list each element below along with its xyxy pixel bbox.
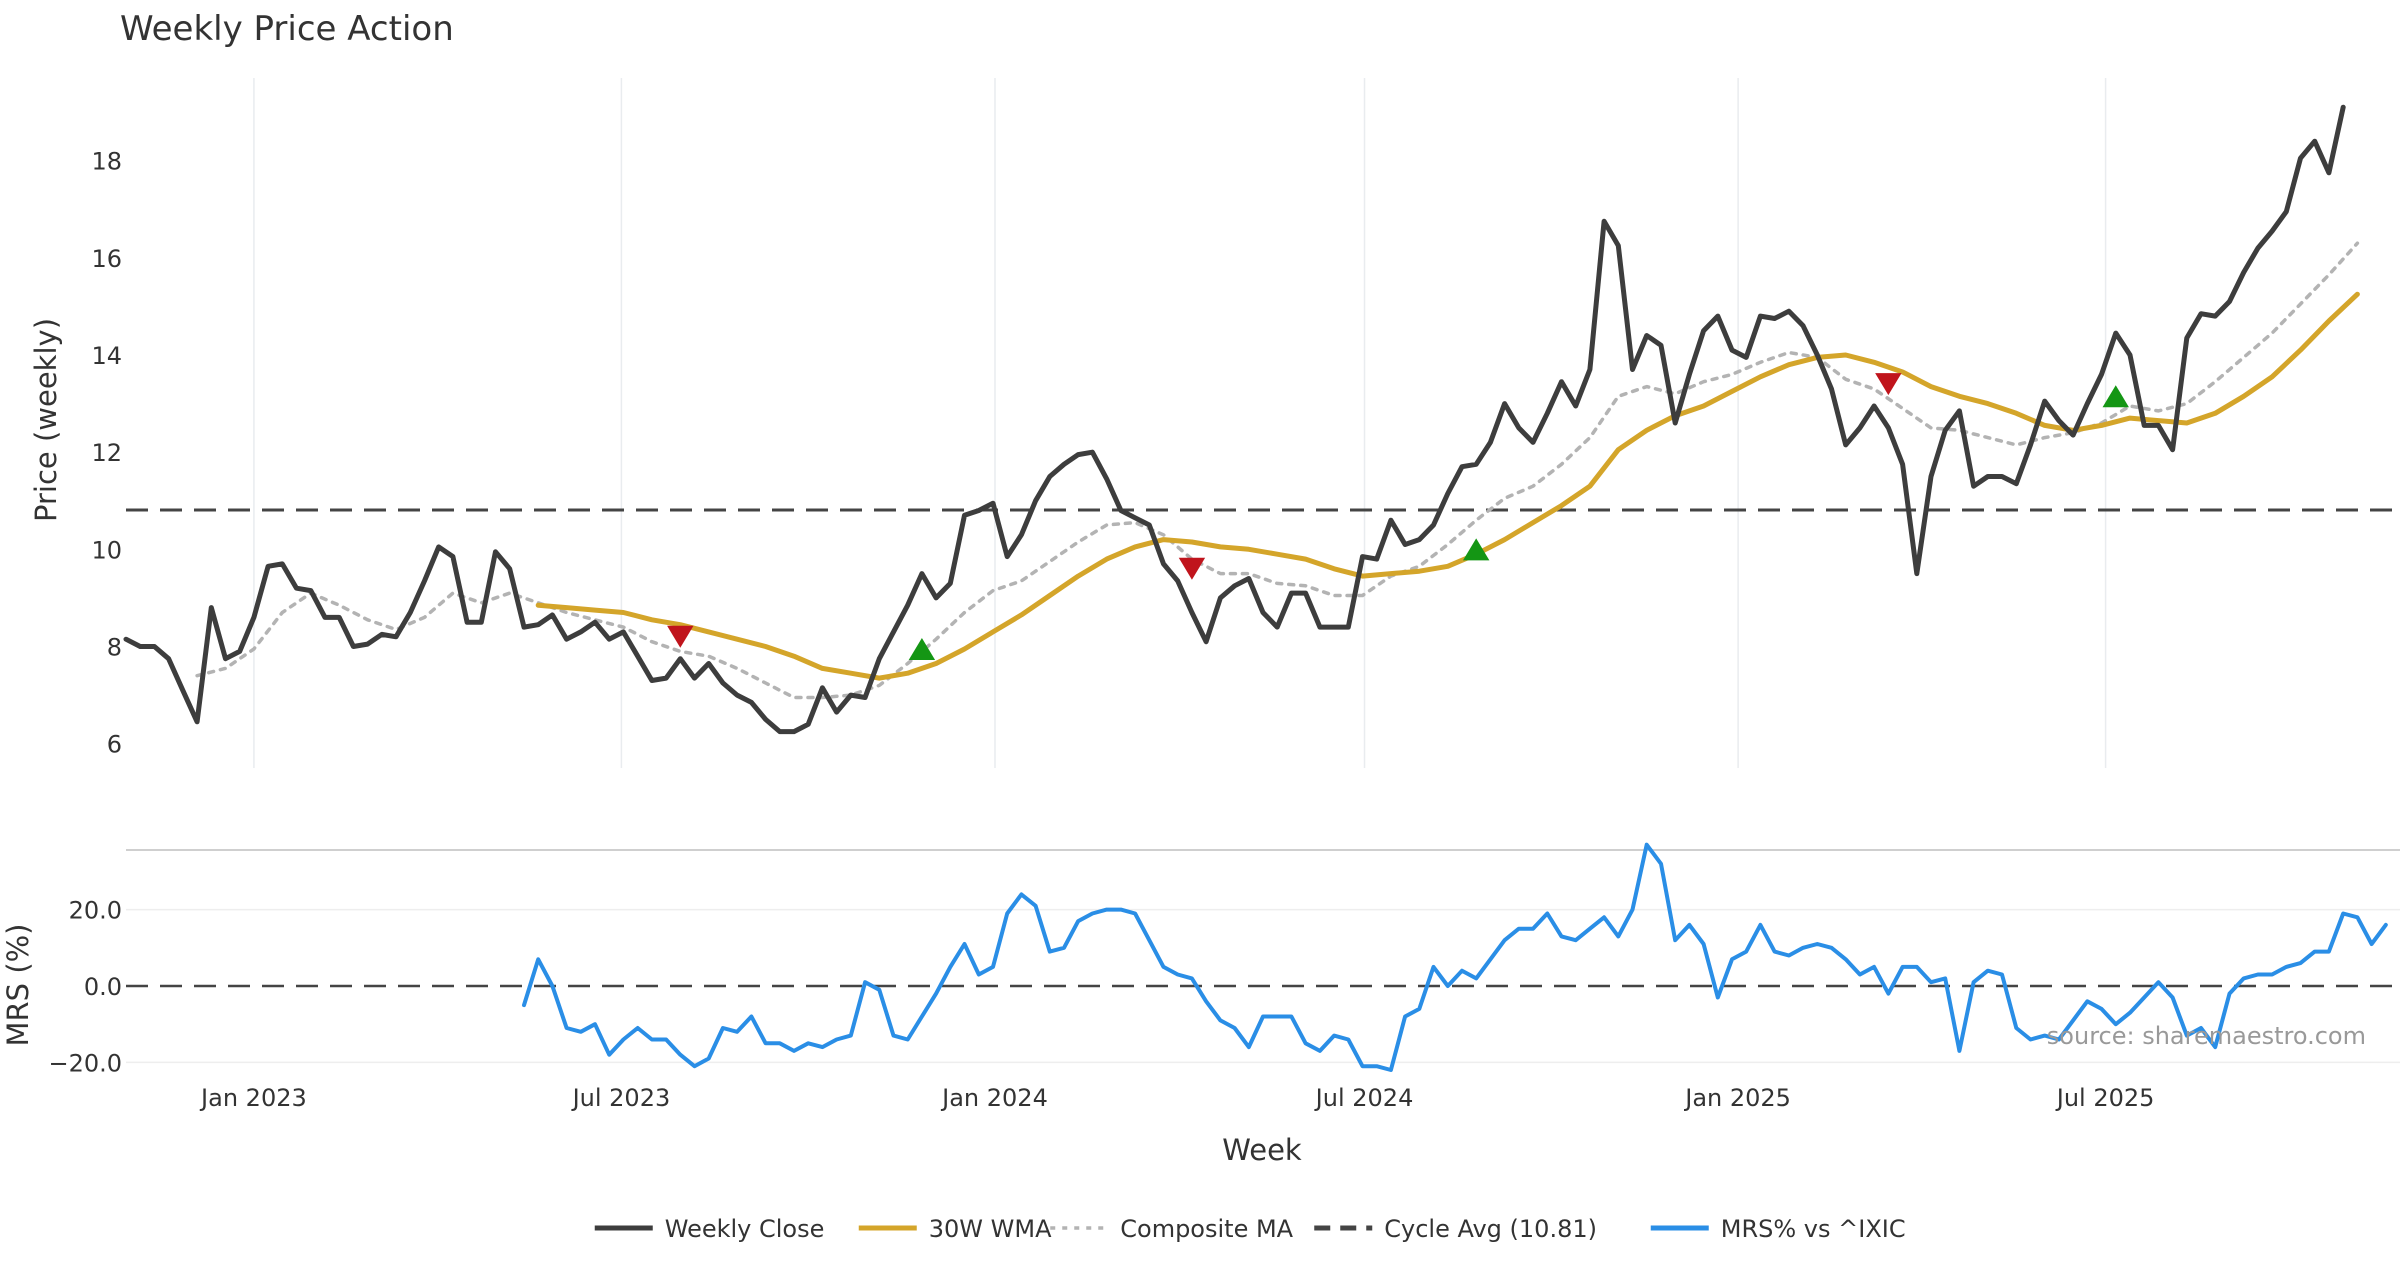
x-tick-label: Jan 2024 bbox=[940, 1084, 1048, 1112]
legend-label: 30W WMA bbox=[929, 1215, 1052, 1243]
x-tick-label: Jul 2025 bbox=[2055, 1084, 2155, 1112]
legend-label: Cycle Avg (10.81) bbox=[1384, 1215, 1597, 1243]
grid-lines bbox=[126, 78, 2400, 1064]
buy-signal-marker bbox=[1462, 538, 1490, 561]
price-y-tick-label: 16 bbox=[91, 245, 122, 273]
x-tick-label: Jan 2025 bbox=[1683, 1084, 1791, 1112]
reference-lines bbox=[126, 508, 2400, 988]
source-attribution: source: sharemaestro.com bbox=[2047, 1022, 2366, 1050]
x-tick-label: Jul 2024 bbox=[1314, 1084, 1414, 1112]
price-y-tick-label: 8 bbox=[107, 634, 122, 662]
axis-ticks: Jan 2023 Jul 2023 Jan 2024 Jul 2024 Jan 2025… bbox=[48, 148, 2154, 1112]
series-line-mrs-vs-ixic bbox=[522, 842, 2388, 1072]
series-lines bbox=[123, 104, 2388, 1072]
x-axis-label: Week bbox=[1222, 1133, 1302, 1167]
legend: Weekly Close 30W WMA Composite MA Cycle Avg… bbox=[594, 1215, 1906, 1243]
series-line-30w-wma bbox=[535, 291, 2360, 681]
x-tick-label: Jan 2023 bbox=[199, 1084, 307, 1112]
sell-signal-marker bbox=[667, 625, 694, 648]
price-y-tick-label: 18 bbox=[91, 148, 122, 176]
mrs-y-tick-label: 20.0 bbox=[69, 897, 122, 925]
buy-signal-marker bbox=[2102, 385, 2129, 408]
buy-signal-marker bbox=[908, 637, 936, 660]
price-y-tick-label: 12 bbox=[91, 439, 122, 467]
mrs-y-tick-label: 0.0 bbox=[84, 973, 122, 1001]
price-y-tick-label: 10 bbox=[91, 536, 122, 564]
price-y-axis-label: Price (weekly) bbox=[29, 318, 63, 522]
sell-signal-marker bbox=[1178, 557, 1206, 580]
price-y-tick-label: 14 bbox=[91, 342, 122, 370]
series-line-weekly-close bbox=[123, 104, 2346, 735]
price-y-tick-label: 6 bbox=[107, 731, 122, 759]
legend-label: MRS% vs ^IXIC bbox=[1721, 1215, 1906, 1243]
sell-signal-marker bbox=[1875, 373, 1902, 396]
series-line-composite-ma bbox=[195, 241, 2360, 700]
x-tick-label: Jul 2023 bbox=[571, 1084, 671, 1112]
chart-title: Weekly Price Action bbox=[120, 9, 454, 49]
legend-label: Composite MA bbox=[1120, 1215, 1293, 1243]
mrs-y-tick-label: −20.0 bbox=[48, 1049, 122, 1077]
signal-markers bbox=[667, 373, 2129, 660]
legend-label: Weekly Close bbox=[665, 1215, 825, 1243]
mrs-y-axis-label: MRS (%) bbox=[1, 924, 35, 1047]
